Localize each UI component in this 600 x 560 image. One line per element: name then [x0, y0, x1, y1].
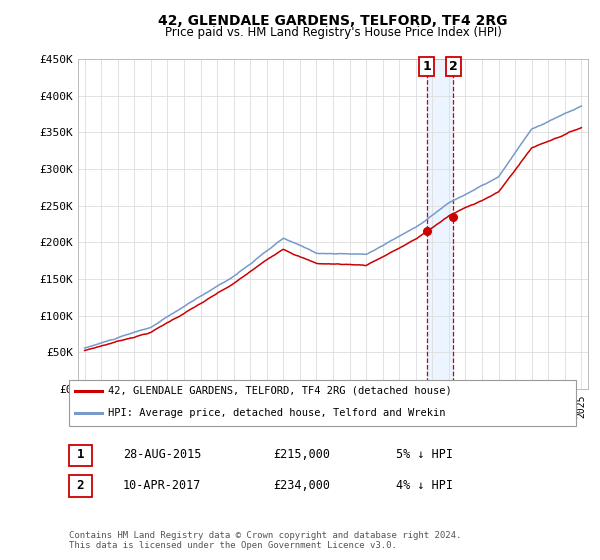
Text: 1: 1	[422, 60, 431, 73]
Text: Contains HM Land Registry data © Crown copyright and database right 2024.
This d: Contains HM Land Registry data © Crown c…	[69, 531, 461, 550]
Bar	[427, 59, 454, 389]
Text: 2: 2	[77, 479, 84, 492]
Text: 2: 2	[449, 60, 458, 73]
Text: 1: 1	[77, 448, 84, 461]
Text: HPI: Average price, detached house, Telford and Wrekin: HPI: Average price, detached house, Telf…	[108, 408, 445, 418]
Text: 10-APR-2017: 10-APR-2017	[123, 479, 202, 492]
Text: Price paid vs. HM Land Registry's House Price Index (HPI): Price paid vs. HM Land Registry's House …	[164, 26, 502, 39]
Text: £234,000: £234,000	[273, 479, 330, 492]
Text: 28-AUG-2015: 28-AUG-2015	[123, 448, 202, 461]
Text: 4% ↓ HPI: 4% ↓ HPI	[396, 479, 453, 492]
Text: £215,000: £215,000	[273, 448, 330, 461]
Text: 42, GLENDALE GARDENS, TELFORD, TF4 2RG: 42, GLENDALE GARDENS, TELFORD, TF4 2RG	[158, 14, 508, 28]
Text: 42, GLENDALE GARDENS, TELFORD, TF4 2RG (detached house): 42, GLENDALE GARDENS, TELFORD, TF4 2RG (…	[108, 386, 452, 396]
Text: 5% ↓ HPI: 5% ↓ HPI	[396, 448, 453, 461]
